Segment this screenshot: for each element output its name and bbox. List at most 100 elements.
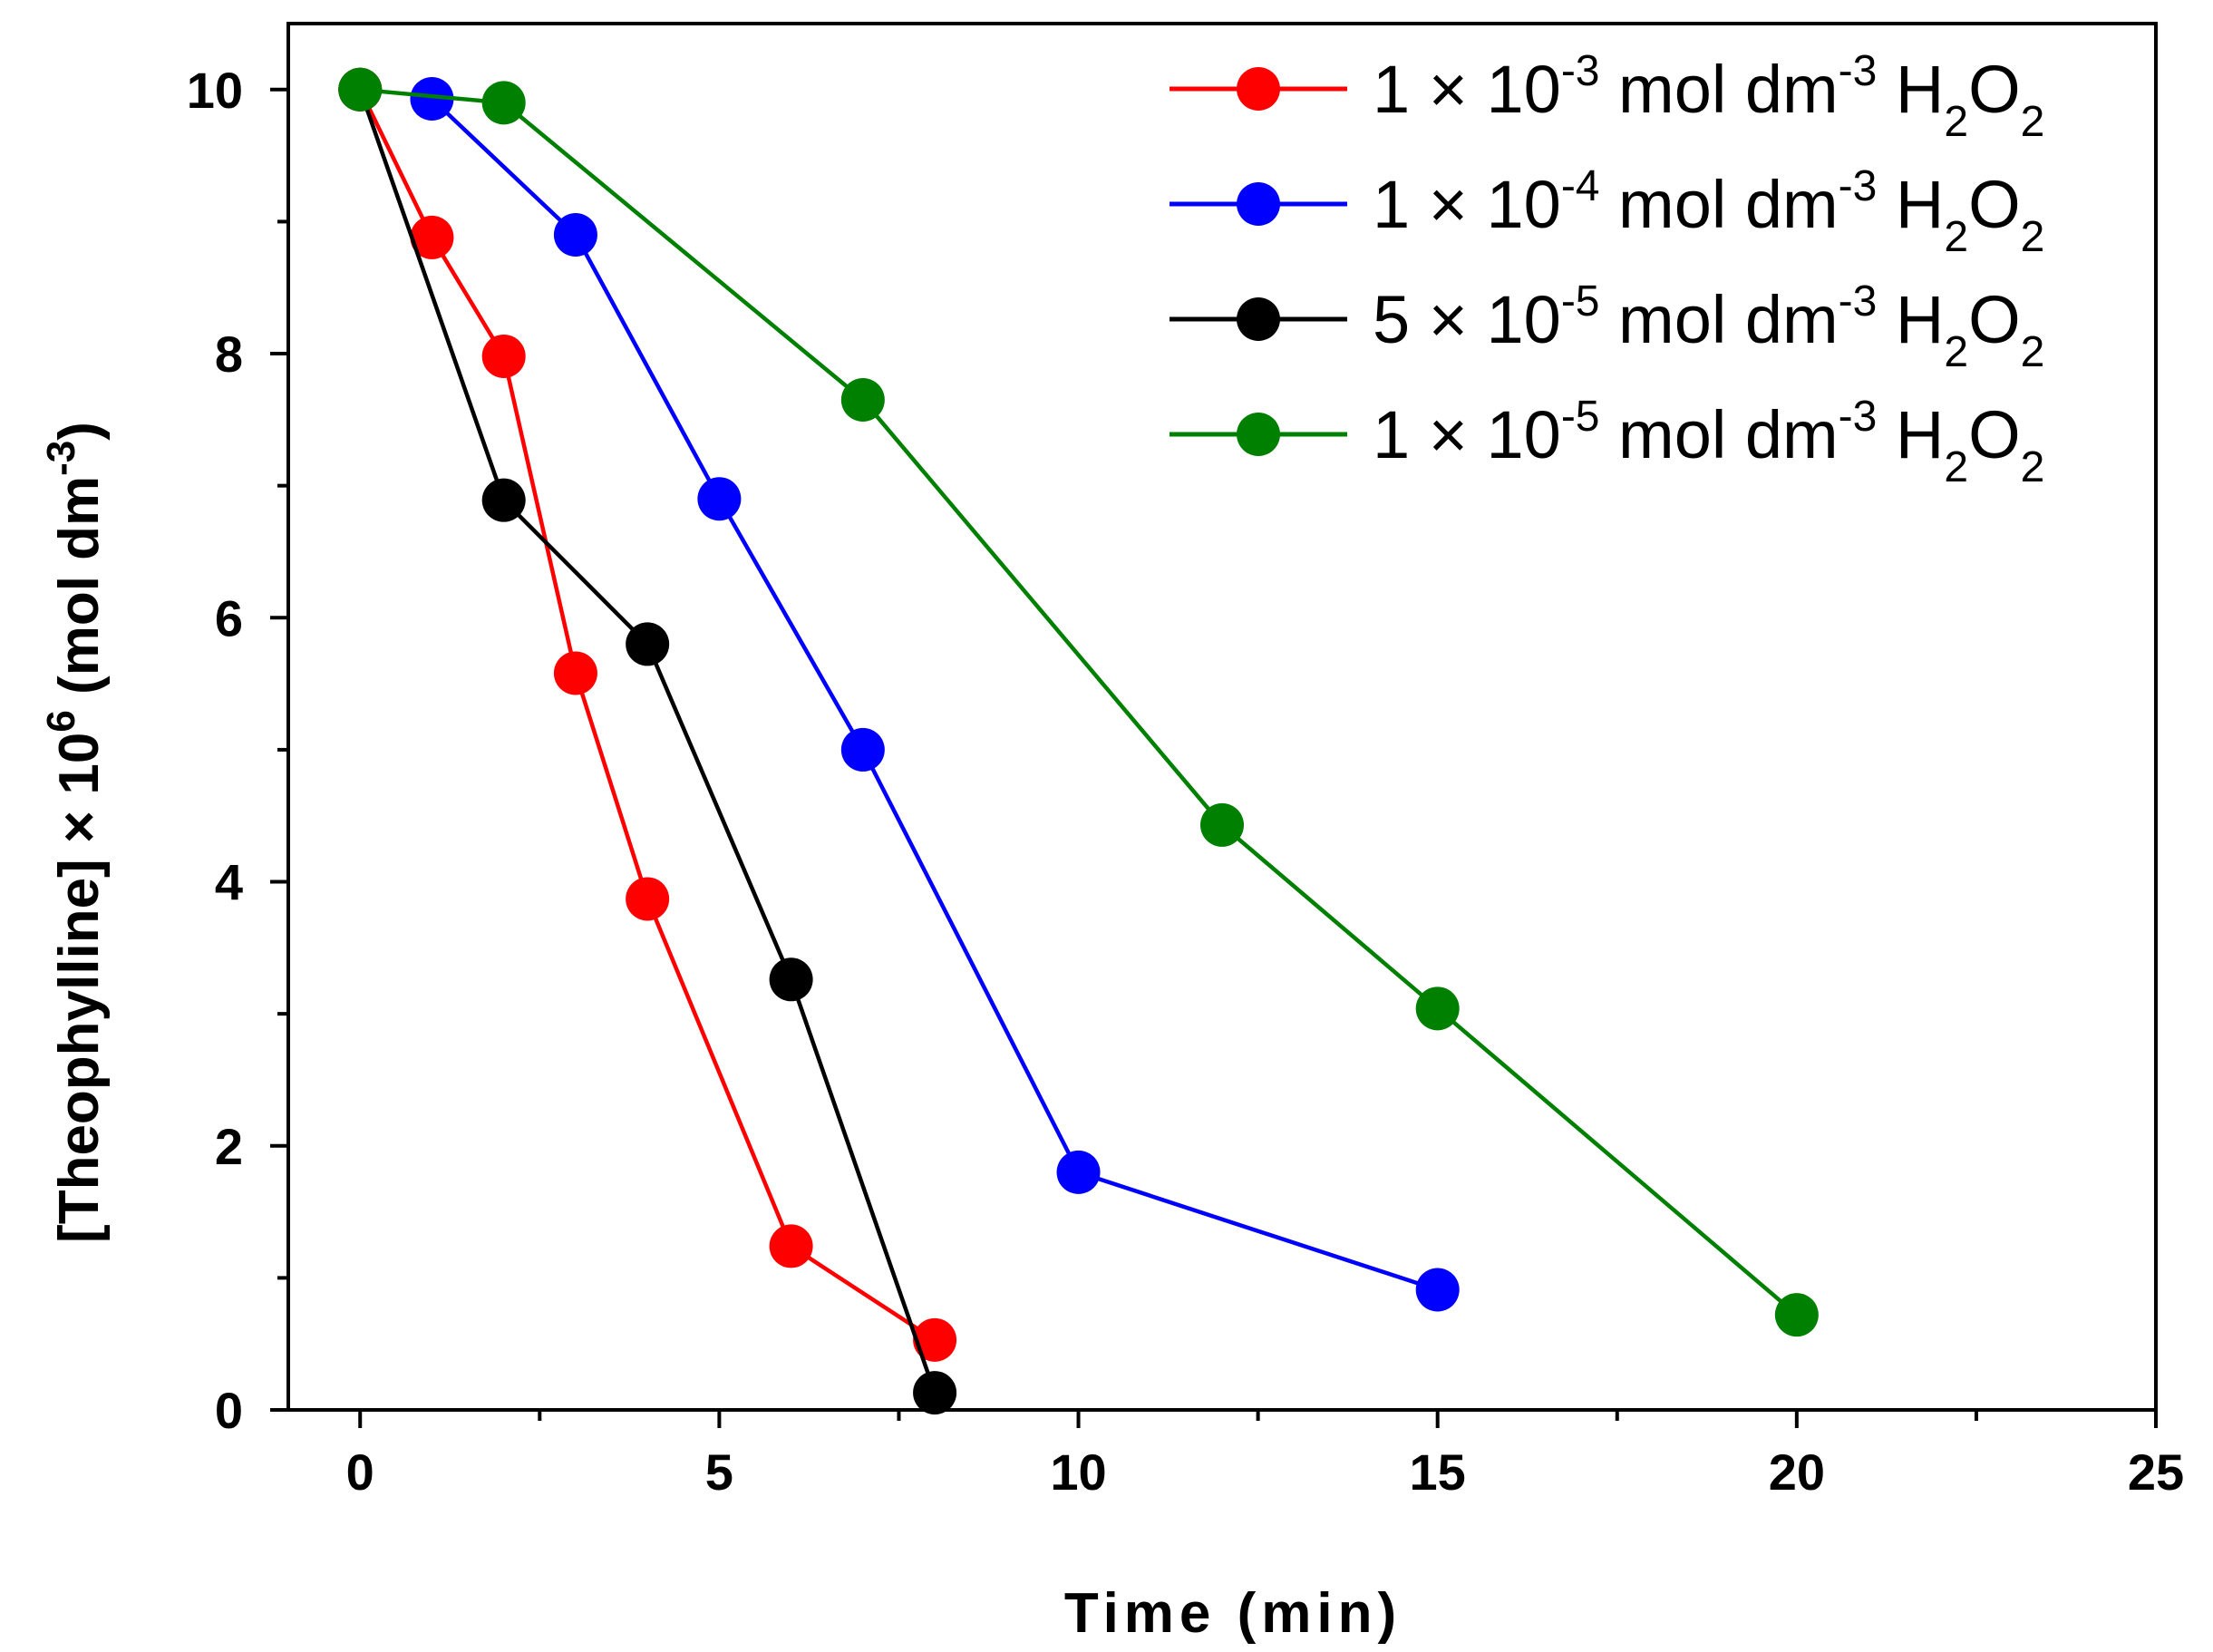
- legend-label-part: 1 × 10: [1373, 167, 1561, 242]
- data-point: [769, 957, 813, 1002]
- legend-marker: [1237, 413, 1280, 456]
- y-axis-title-exp: 6: [39, 710, 83, 732]
- data-point: [481, 81, 526, 125]
- series-3: [338, 67, 1819, 1337]
- y-tick-label: 4: [215, 854, 243, 911]
- legend-label-part: H: [1896, 397, 1944, 472]
- legend-label-part: 2: [1944, 98, 1968, 146]
- data-point: [553, 651, 597, 695]
- legend-label-part: O: [1968, 397, 2021, 472]
- series-layer: [338, 67, 1819, 1415]
- legend-label-part: 5 × 10: [1373, 282, 1561, 357]
- y-tick-label: 10: [187, 62, 243, 119]
- legend-label-part: H: [1896, 52, 1944, 127]
- data-point: [1415, 986, 1460, 1031]
- legend-label-part: -5: [1561, 393, 1600, 441]
- legend-label-part: -3: [1839, 47, 1878, 95]
- series-1: [410, 77, 1460, 1312]
- axes: 0 5 10 15 20 25 0 2 4 6 8 10: [187, 22, 2184, 1501]
- data-point: [1774, 1293, 1819, 1337]
- data-point: [697, 477, 742, 521]
- legend-label: 1 × 10-4 mol dm-3 H2O2: [1373, 162, 2044, 261]
- x-tick-label: 0: [346, 1443, 374, 1501]
- data-point: [913, 1371, 957, 1415]
- x-axis-title: Time (min): [1064, 1582, 1402, 1645]
- legend-label-part: [1877, 52, 1896, 127]
- data-point: [840, 378, 885, 423]
- data-point: [626, 622, 670, 666]
- legend-label-part: -3: [1839, 277, 1878, 326]
- legend-marker: [1237, 67, 1280, 111]
- legend-label-part: 2: [2021, 328, 2045, 376]
- legend-label: 1 × 10-3 mol dm-3 H2O2: [1373, 47, 2044, 146]
- series-line: [358, 88, 937, 1342]
- x-tick-label: 5: [705, 1443, 733, 1501]
- x-tick-label: 15: [1410, 1443, 1466, 1501]
- legend-label-part: O: [1968, 167, 2021, 242]
- legend-label-part: mol dm: [1600, 167, 1839, 242]
- x-tick-label: 10: [1050, 1443, 1106, 1501]
- data-point: [913, 1317, 957, 1362]
- series-0: [338, 67, 957, 1362]
- legend-label-part: -4: [1561, 162, 1600, 210]
- legend-label-part: 2: [2021, 98, 2045, 146]
- legend-label-part: -3: [1839, 162, 1878, 210]
- series-line: [430, 97, 1439, 1292]
- legend-label-part: 1 × 10: [1373, 397, 1561, 472]
- data-point: [840, 727, 885, 772]
- legend-item-2: 5 × 10-5 mol dm-3 H2O2: [1170, 277, 2044, 376]
- legend-label-part: [1877, 282, 1896, 357]
- legend-marker: [1237, 297, 1280, 341]
- legend-label: 1 × 10-5 mol dm-3 H2O2: [1373, 393, 2044, 491]
- data-point: [410, 77, 454, 121]
- y-axis-title: [Theophylline] × 106 (mol dm-3): [39, 422, 111, 1243]
- data-point: [1200, 802, 1244, 847]
- legend-label-part: O: [1968, 52, 2021, 127]
- legend-item-1: 1 × 10-4 mol dm-3 H2O2: [1170, 162, 2044, 261]
- legend-label-part: [1877, 167, 1896, 242]
- data-point: [1056, 1150, 1101, 1194]
- legend-label-part: H: [1896, 282, 1944, 357]
- data-point: [1415, 1268, 1460, 1312]
- legend-label-part: O: [1968, 282, 2021, 357]
- legend-label-part: 2: [2021, 443, 2045, 491]
- plot-frame: [286, 22, 2158, 1412]
- series-line: [360, 87, 1799, 1317]
- y-tick-label: 8: [215, 326, 243, 383]
- y-axis-title-main: [Theophylline] × 10: [48, 733, 111, 1243]
- y-axis-title-unit-exp: -3: [39, 441, 83, 476]
- y-tick-label: 0: [215, 1382, 243, 1439]
- legend-marker: [1237, 182, 1280, 226]
- legend-label-part: 1 × 10: [1373, 52, 1561, 127]
- data-point: [410, 215, 454, 259]
- legend-item-0: 1 × 10-3 mol dm-3 H2O2: [1170, 47, 2044, 146]
- legend-label-part: -3: [1561, 47, 1600, 95]
- x-tick-label: 25: [2128, 1443, 2184, 1501]
- data-point: [553, 212, 597, 257]
- legend-label-part: 2: [2021, 213, 2045, 261]
- legend-label: 5 × 10-5 mol dm-3 H2O2: [1373, 277, 2044, 376]
- legend-label-part: -5: [1561, 277, 1600, 326]
- y-tick-label: 2: [215, 1118, 243, 1175]
- data-point: [338, 67, 383, 112]
- legend-label-part: mol dm: [1600, 282, 1839, 357]
- y-axis-title-unit-close: ): [48, 422, 111, 441]
- x-tick-label: 20: [1769, 1443, 1825, 1501]
- data-point: [769, 1224, 813, 1268]
- legend-label-part: -3: [1839, 393, 1878, 441]
- legend-label-part: mol dm: [1600, 52, 1839, 127]
- legend-item-3: 1 × 10-5 mol dm-3 H2O2: [1170, 393, 2044, 491]
- data-point: [626, 877, 670, 921]
- data-point: [481, 334, 526, 378]
- legend-label-part: 2: [1944, 328, 1968, 376]
- y-tick-label: 6: [215, 589, 243, 646]
- y-axis-title-unit: (mol dm: [48, 476, 111, 710]
- legend-label-part: 2: [1944, 443, 1968, 491]
- legend-label-part: 2: [1944, 213, 1968, 261]
- legend-label-part: mol dm: [1600, 397, 1839, 472]
- legend-label-part: [1877, 397, 1896, 472]
- legend-label-part: H: [1896, 167, 1944, 242]
- data-point: [481, 478, 526, 522]
